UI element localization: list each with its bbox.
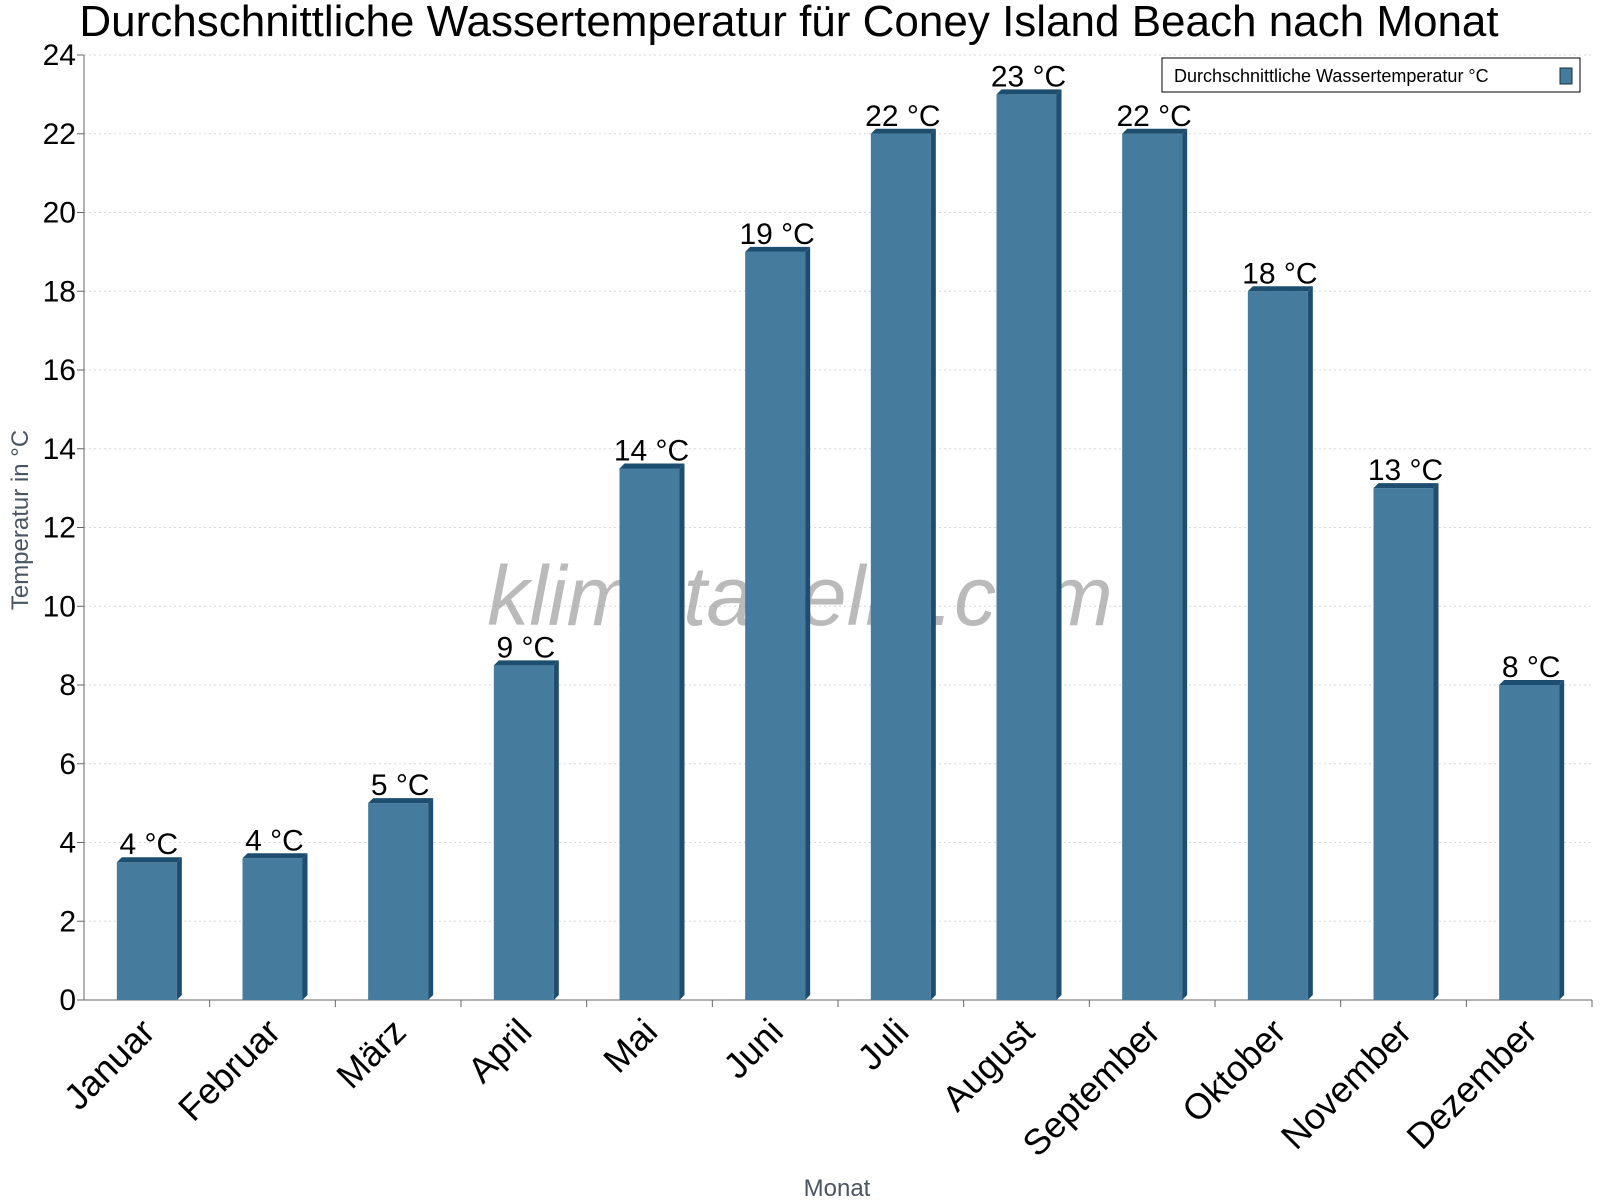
legend-label: Durchschnittliche Wassertemperatur °C [1174, 66, 1489, 86]
data-label: 4 °C [245, 824, 304, 857]
bar-top [745, 246, 811, 252]
data-label: 22 °C [865, 100, 940, 133]
bar-front [1247, 291, 1308, 1000]
bar-oktober [1247, 286, 1313, 1000]
data-label: 8 °C [1502, 651, 1561, 684]
bar-m-rz [368, 798, 434, 1000]
bar-side [679, 463, 685, 1000]
bar-side [1056, 89, 1062, 1000]
y-axis-title: Temperatur in °C [7, 430, 34, 610]
bar-top [870, 128, 936, 134]
x-tick-label: März [328, 1011, 414, 1097]
y-tick-label: 8 [59, 669, 76, 702]
axes [77, 54, 1593, 1007]
bar-juli [870, 128, 936, 1000]
bar-front [1499, 685, 1560, 1000]
bar-front [619, 468, 680, 1000]
bar-top [996, 89, 1062, 95]
bar-front [493, 665, 554, 1000]
bar-august [996, 89, 1062, 1000]
y-tick-label: 12 [43, 512, 76, 545]
bar-side [1307, 286, 1313, 1000]
bar-front [745, 251, 806, 1000]
bar-front [116, 862, 177, 1000]
chart-title: Durchschnittliche Wassertemperatur für C… [79, 0, 1498, 46]
x-tick-label: November [1273, 1011, 1419, 1157]
bar-front [1373, 488, 1434, 1000]
bar-januar [116, 857, 182, 1000]
bar-side [553, 660, 559, 1000]
bar-top [493, 660, 559, 666]
data-label: 19 °C [739, 218, 814, 251]
x-tick-label: April [460, 1011, 540, 1091]
x-tick-label: Februar [170, 1011, 288, 1129]
bar-side [302, 853, 308, 1000]
bar-top [368, 798, 434, 804]
bars [116, 89, 1565, 1000]
bar-side [1433, 483, 1439, 1000]
y-tick-label: 14 [43, 433, 76, 466]
y-tick-label: 10 [43, 590, 76, 623]
bar-mai [619, 463, 685, 1000]
bar-top [619, 463, 685, 469]
bar-top [116, 857, 182, 863]
y-tick-label: 20 [43, 197, 76, 230]
bar-november [1373, 483, 1439, 1000]
x-axis-title: Monat [804, 1175, 871, 1200]
y-tick-label: 18 [43, 275, 76, 308]
y-tick-label: 6 [59, 748, 76, 781]
bar-side [176, 857, 182, 1000]
data-label: 4 °C [119, 828, 178, 861]
bar-front [996, 94, 1057, 1000]
x-tick-label: Juni [715, 1011, 791, 1087]
y-tick-label: 24 [43, 39, 76, 72]
legend-box [1161, 57, 1581, 93]
x-tick-label: Dezember [1398, 1011, 1544, 1157]
y-tick-label: 2 [59, 905, 76, 938]
bar-side [1559, 680, 1565, 1000]
data-label: 9 °C [496, 631, 555, 664]
bar-april [493, 660, 559, 1000]
bar-front [870, 133, 931, 1000]
bar-juni [745, 246, 811, 1000]
data-label: 22 °C [1116, 100, 1191, 133]
y-tick-label: 16 [43, 354, 76, 387]
bar-top [1373, 483, 1439, 489]
x-tick-label: September [1014, 1011, 1168, 1165]
bar-februar [242, 853, 308, 1000]
bar-front [242, 858, 303, 1000]
grid-lines [84, 54, 1592, 1001]
bar-top [1247, 286, 1313, 292]
x-tick-label: Januar [56, 1011, 163, 1118]
data-label: 13 °C [1368, 454, 1443, 487]
data-label: 5 °C [371, 769, 430, 802]
data-labels: 4 °C 4 °C 5 °C 9 °C 14 °C 19 °C 22 °C 23 °C 22 °… [119, 60, 1560, 861]
bar-front [368, 803, 429, 1000]
x-tick-label: Mai [595, 1011, 665, 1081]
y-tick-label: 4 [59, 827, 76, 860]
bar-side [930, 128, 936, 1000]
legend-swatch [1559, 67, 1573, 85]
y-tick-label: 0 [59, 984, 76, 1017]
bar-side [805, 246, 811, 1000]
data-label: 18 °C [1242, 257, 1317, 290]
bar-top [242, 853, 308, 859]
bar-top [1122, 128, 1188, 134]
legend: Durchschnittliche Wassertemperatur °C [1161, 57, 1581, 93]
x-tick-label: Juli [849, 1011, 916, 1078]
x-tick-label: Oktober [1174, 1011, 1294, 1131]
bar-dezember [1499, 680, 1565, 1000]
x-tick-label: August [934, 1011, 1042, 1119]
bar-top [1499, 680, 1565, 685]
y-tick-label: 22 [43, 118, 76, 151]
bar-side [1182, 128, 1188, 1000]
data-label: 23 °C [991, 60, 1066, 93]
bar-september [1122, 128, 1188, 1000]
data-label: 14 °C [614, 434, 689, 467]
bar-side [428, 798, 434, 1000]
bar-front [1122, 133, 1183, 1000]
